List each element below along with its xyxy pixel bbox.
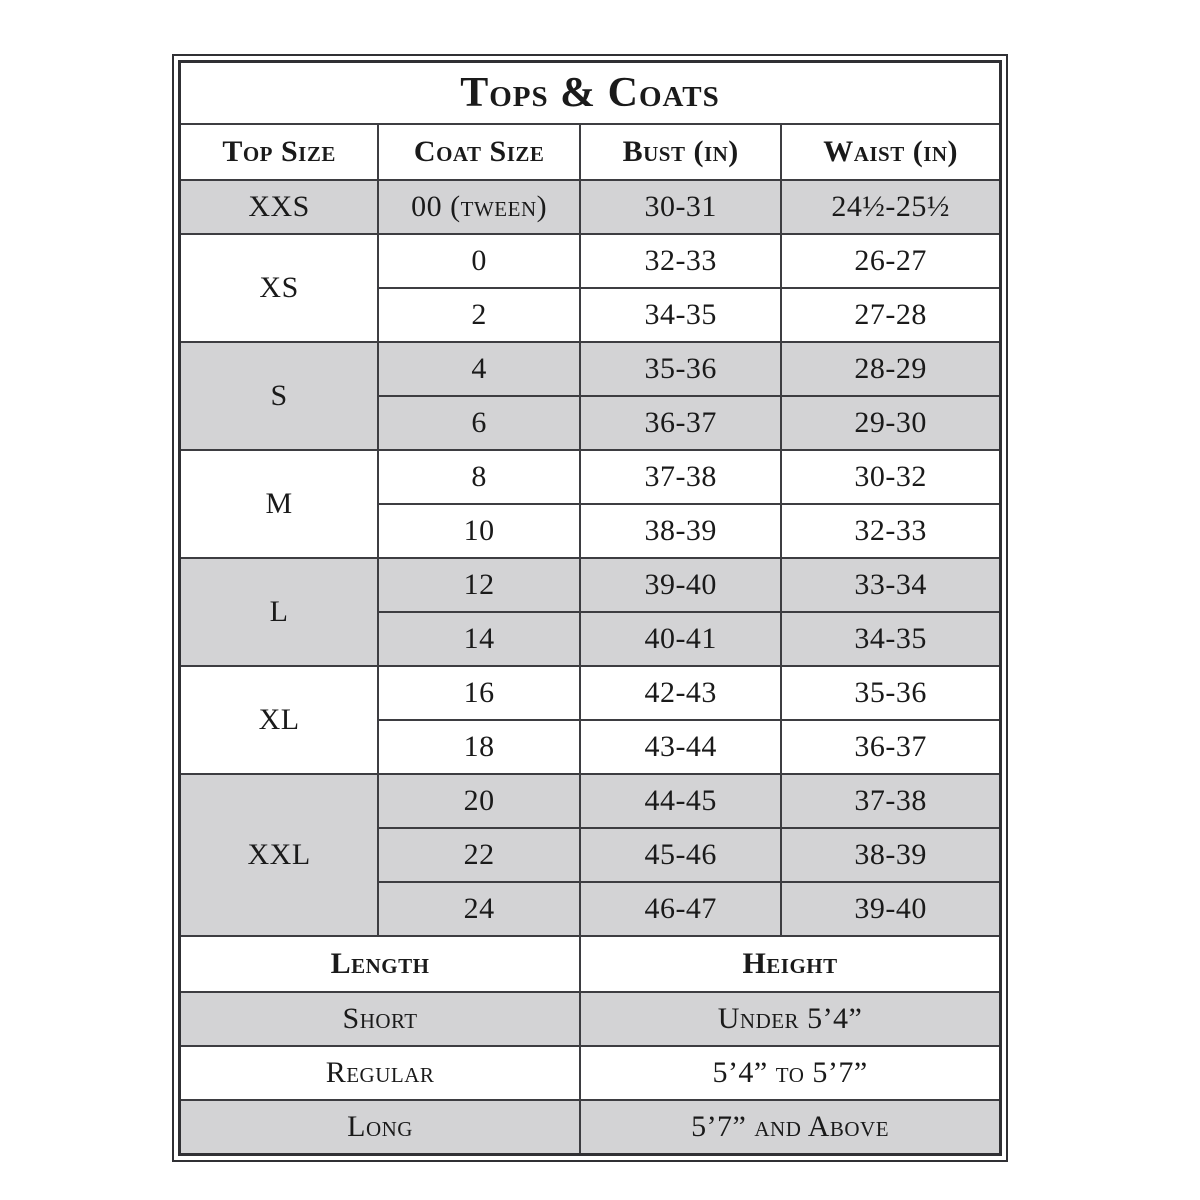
cell-coat-size: 14 [377, 611, 582, 667]
footer-row-long: Long 5’7” and Above [178, 1099, 1002, 1156]
size-chart-frame: Tops & Coats Top Size Coat Size Bust (in… [172, 54, 1008, 1162]
footer-header-row: Length Height [178, 935, 1002, 993]
cell-waist-range: 37-38 [780, 773, 1002, 829]
column-header-waist: Waist (in) [780, 123, 1002, 181]
cell-coat-size: 2 [377, 287, 582, 343]
cell-waist-range: 29-30 [780, 395, 1002, 451]
cell-waist-range: 39-40 [780, 881, 1002, 937]
size-chart-table: Tops & Coats Top Size Coat Size Bust (in… [178, 60, 1002, 1156]
cell-coat-size: 10 [377, 503, 582, 559]
cell-coat-size: 0 [377, 233, 582, 289]
cell-coat-size: 4 [377, 341, 582, 397]
table-row-s-1: S 4 35-36 28-29 [178, 341, 1002, 451]
cell-waist-range: 36-37 [780, 719, 1002, 775]
cell-coat-size: 00 (tween) [377, 179, 582, 235]
cell-coat-size: 22 [377, 827, 582, 883]
cell-waist-range: 28-29 [780, 341, 1002, 397]
cell-height-range: Under 5’4” [579, 991, 1002, 1047]
cell-bust-range: 43-44 [579, 719, 783, 775]
footer-row-short: Short Under 5’4” [178, 991, 1002, 1047]
cell-waist-range: 38-39 [780, 827, 1002, 883]
cell-bust-range: 37-38 [579, 449, 783, 505]
cell-waist-range: 30-32 [780, 449, 1002, 505]
table-row-s-2: 6 36-37 29-30 [180, 395, 1002, 451]
cell-height-range: 5’7” and Above [579, 1099, 1002, 1156]
table-row-xs-1: XS 0 32-33 26-27 [178, 233, 1002, 343]
column-header-bust: Bust (in) [579, 123, 783, 181]
cell-coat-size: 24 [377, 881, 582, 937]
table-row-l-2: 14 40-41 34-35 [180, 611, 1002, 667]
table-row-m-1: M 8 37-38 30-32 [178, 449, 1002, 559]
table-row-l-1: L 12 39-40 33-34 [178, 557, 1002, 667]
cell-height-range: 5’4” to 5’7” [579, 1045, 1002, 1101]
cell-bust-range: 46-47 [579, 881, 783, 937]
cell-waist-range: 26-27 [780, 233, 1002, 289]
cell-waist-range: 34-35 [780, 611, 1002, 667]
cell-waist-range: 27-28 [780, 287, 1002, 343]
cell-coat-size: 6 [377, 395, 582, 451]
column-header-length: Length [178, 935, 582, 993]
table-row-xxl-2: 22 45-46 38-39 [180, 827, 1002, 883]
cell-bust-range: 35-36 [579, 341, 783, 397]
cell-coat-size: 18 [377, 719, 582, 775]
cell-bust-range: 40-41 [579, 611, 783, 667]
cell-length-label: Regular [178, 1045, 582, 1101]
cell-bust-range: 38-39 [579, 503, 783, 559]
cell-top-size: XS [178, 233, 380, 343]
table-row-m-2: 10 38-39 32-33 [180, 503, 1002, 559]
cell-top-size: XXS [178, 179, 380, 235]
table-row-xxl-1: XXL 20 44-45 37-38 [178, 773, 1002, 937]
cell-coat-size: 8 [377, 449, 582, 505]
cell-top-size: S [178, 341, 380, 451]
cell-top-size: XXL [178, 773, 380, 937]
cell-bust-range: 44-45 [579, 773, 783, 829]
cell-waist-range: 35-36 [780, 665, 1002, 721]
cell-bust-range: 36-37 [579, 395, 783, 451]
table-row-xl-2: 18 43-44 36-37 [180, 719, 1002, 775]
cell-length-label: Short [178, 991, 582, 1047]
cell-waist-range: 33-34 [780, 557, 1002, 613]
cell-top-size: XL [178, 665, 380, 775]
table-row-xs-2: 2 34-35 27-28 [180, 287, 1002, 343]
cell-coat-size: 16 [377, 665, 582, 721]
table-row-xl-1: XL 16 42-43 35-36 [178, 665, 1002, 775]
title-row: Tops & Coats [178, 60, 1002, 125]
cell-coat-size: 12 [377, 557, 582, 613]
column-header-top-size: Top Size [178, 123, 380, 181]
column-header-coat-size: Coat Size [377, 123, 582, 181]
cell-bust-range: 30-31 [579, 179, 783, 235]
cell-coat-size: 20 [377, 773, 582, 829]
table-title: Tops & Coats [178, 60, 1002, 125]
cell-bust-range: 42-43 [579, 665, 783, 721]
cell-bust-range: 39-40 [579, 557, 783, 613]
cell-waist-range: 32-33 [780, 503, 1002, 559]
footer-row-regular: Regular 5’4” to 5’7” [178, 1045, 1002, 1101]
cell-waist-range: 24½-25½ [780, 179, 1002, 235]
column-header-row: Top Size Coat Size Bust (in) Waist (in) [178, 123, 1002, 181]
cell-bust-range: 45-46 [579, 827, 783, 883]
column-header-height: Height [579, 935, 1002, 993]
table-row-xxs: XXS 00 (tween) 30-31 24½-25½ [178, 179, 1002, 235]
cell-top-size: L [178, 557, 380, 667]
cell-bust-range: 34-35 [579, 287, 783, 343]
cell-bust-range: 32-33 [579, 233, 783, 289]
cell-top-size: M [178, 449, 380, 559]
table-row-xxl-3: 24 46-47 39-40 [180, 881, 1002, 937]
cell-length-label: Long [178, 1099, 582, 1156]
